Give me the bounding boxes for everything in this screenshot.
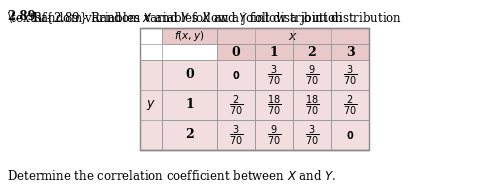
- Bar: [162, 120, 217, 150]
- Bar: [162, 60, 217, 90]
- Text: $\mathbf{0}$: $\mathbf{0}$: [232, 69, 240, 81]
- Bar: [331, 44, 369, 60]
- Text: 2.89: 2.89: [7, 10, 35, 23]
- Text: 3: 3: [346, 45, 354, 58]
- Text: $\dfrac{3}{70}$: $\dfrac{3}{70}$: [267, 64, 281, 86]
- Bar: [162, 90, 217, 120]
- Bar: [140, 60, 162, 150]
- Text: $f(x, y)$: $f(x, y)$: [175, 29, 205, 43]
- Text: $x$: $x$: [288, 30, 298, 42]
- Text: $\dfrac{18}{70}$: $\dfrac{18}{70}$: [267, 93, 281, 117]
- Bar: [293, 60, 331, 90]
- Text: $\dfrac{9}{70}$: $\dfrac{9}{70}$: [305, 64, 319, 86]
- Bar: [255, 120, 293, 150]
- Text: $\dfrac{18}{70}$: $\dfrac{18}{70}$: [305, 93, 319, 117]
- Bar: [162, 28, 217, 44]
- Bar: [255, 90, 293, 120]
- Bar: [255, 60, 293, 90]
- Bar: [140, 28, 369, 150]
- Bar: [217, 60, 255, 90]
- Bar: [217, 120, 255, 150]
- Text: 2: 2: [308, 45, 317, 58]
- Text: $y$: $y$: [146, 98, 156, 112]
- Text: 1: 1: [185, 99, 194, 111]
- Text: $\dfrac{2}{70}$: $\dfrac{2}{70}$: [229, 93, 243, 117]
- Text: 0: 0: [232, 45, 241, 58]
- Bar: [293, 120, 331, 150]
- Text: 2: 2: [185, 129, 194, 142]
- Bar: [217, 28, 369, 44]
- Bar: [217, 90, 255, 120]
- Text: 1: 1: [270, 45, 279, 58]
- Text: $\dfrac{3}{70}$: $\dfrac{3}{70}$: [305, 124, 319, 146]
- Text: \textbf{2.89} Random variables $X$ and $Y$ follow a joint distribution: \textbf{2.89} Random variables $X$ and $…: [7, 10, 402, 27]
- Text: $\dfrac{2}{70}$: $\dfrac{2}{70}$: [343, 93, 357, 117]
- Bar: [293, 90, 331, 120]
- Text: $\dfrac{3}{70}$: $\dfrac{3}{70}$: [229, 124, 243, 146]
- Text: Determine the correlation coefficient between $X$ and $Y$.: Determine the correlation coefficient be…: [7, 169, 337, 183]
- Text: 0: 0: [185, 68, 194, 82]
- Text: $\dfrac{9}{70}$: $\dfrac{9}{70}$: [267, 124, 281, 146]
- Text: $\mathbf{0}$: $\mathbf{0}$: [346, 129, 354, 141]
- Bar: [331, 90, 369, 120]
- Bar: [255, 44, 293, 60]
- Text: $\dfrac{3}{70}$: $\dfrac{3}{70}$: [343, 64, 357, 86]
- Bar: [331, 120, 369, 150]
- Bar: [293, 44, 331, 60]
- Text: Random variables $X$ and $Y$ follow a joint distribution: Random variables $X$ and $Y$ follow a jo…: [32, 10, 344, 27]
- Bar: [217, 44, 255, 60]
- Bar: [331, 60, 369, 90]
